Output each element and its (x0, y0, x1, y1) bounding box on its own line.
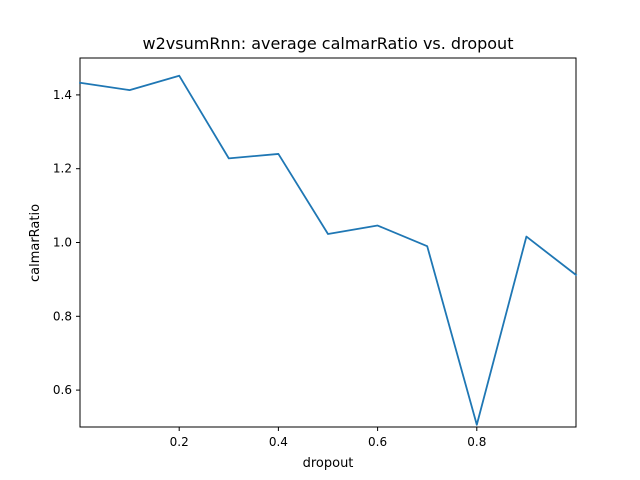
y-tick-label: 0.8 (53, 309, 72, 323)
x-axis-label: dropout (303, 456, 354, 471)
x-tick-label: 0.6 (368, 435, 387, 449)
x-axis: 0.2 0.4 0.6 0.8 (170, 427, 486, 449)
x-tick-label: 0.4 (269, 435, 288, 449)
y-tick-label: 1.4 (53, 88, 72, 102)
y-tick-label: 0.6 (53, 383, 72, 397)
x-tick-label: 0.2 (170, 435, 189, 449)
x-tick-label: 0.8 (467, 435, 486, 449)
series-layer (78, 74, 578, 426)
chart-title: w2vsumRnn: average calmarRatio vs. dropo… (143, 34, 514, 53)
y-axis-label: calmarRatio (28, 204, 43, 282)
y-tick-label: 1.0 (53, 236, 72, 250)
y-axis: 0.6 0.8 1.0 1.2 1.4 (53, 88, 80, 397)
y-tick-label: 1.2 (53, 162, 72, 176)
